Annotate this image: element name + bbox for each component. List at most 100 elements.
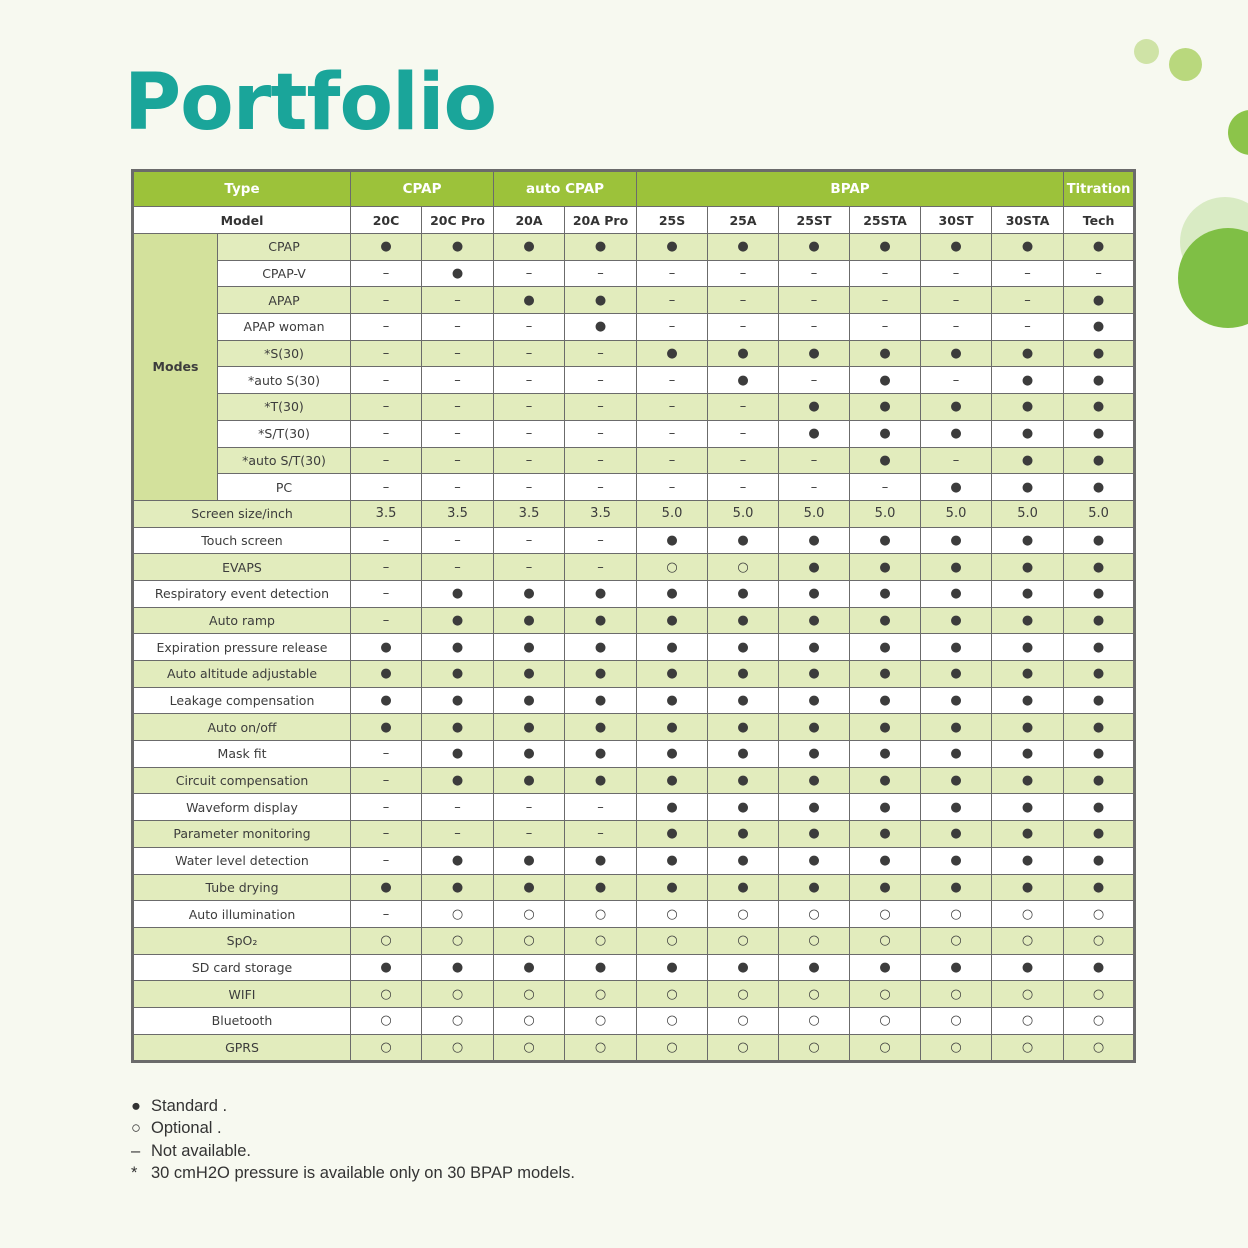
- table-cell: ●: [920, 233, 993, 261]
- group-header: Titration: [1063, 170, 1136, 207]
- table-cell: –: [564, 393, 638, 421]
- feature-name: Leakage compensation: [131, 686, 352, 715]
- table-row: *auto S/T(30) – – – – – – – ● – ● ●: [133, 446, 1136, 475]
- table-row: Auto illumination – ○ ○ ○ ○ ○ ○ ○ ○ ○ ○: [131, 900, 1136, 928]
- table-cell: –: [920, 259, 993, 288]
- table-cell: ●: [636, 713, 709, 742]
- table-cell: –: [493, 366, 566, 395]
- table-cell: ○: [1063, 926, 1136, 955]
- table-row: Circuit compensation – ● ● ● ● ● ● ● ● ● ●: [131, 766, 1136, 795]
- table-cell: –: [564, 419, 638, 448]
- table-cell: ●: [920, 686, 993, 715]
- table-cell: ●: [493, 286, 566, 315]
- table-cell: ●: [920, 953, 993, 982]
- feature-name: Auto illumination: [131, 900, 352, 928]
- model-header: 20A: [493, 206, 566, 234]
- table-cell: ○: [1063, 900, 1136, 928]
- table-cell: ●: [493, 633, 566, 661]
- table-cell: –: [421, 473, 495, 501]
- table-cell: ○: [920, 900, 993, 928]
- table-cell: ●: [849, 846, 922, 875]
- table-cell: ●: [707, 793, 780, 822]
- table-cell: ●: [920, 820, 993, 848]
- table-cell: –: [350, 366, 423, 395]
- table-cell: ○: [1063, 1006, 1136, 1035]
- table-cell: ●: [1063, 713, 1136, 742]
- table-cell: ●: [636, 740, 709, 768]
- table-cell: 5.0: [920, 499, 993, 528]
- table-cell: 5.0: [707, 499, 780, 528]
- table-cell: ●: [493, 740, 566, 768]
- table-cell: ●: [1063, 820, 1136, 848]
- table-cell: ●: [920, 339, 993, 368]
- table-cell: ●: [991, 953, 1065, 982]
- table-cell: ●: [564, 606, 638, 635]
- table-cell: ●: [778, 553, 851, 581]
- table-cell: –: [350, 793, 423, 822]
- table-cell: –: [707, 473, 780, 501]
- feature-name: Respiratory event detection: [131, 579, 352, 608]
- table-cell: ●: [636, 686, 709, 715]
- table-cell: ●: [1063, 313, 1136, 341]
- table-cell: –: [493, 419, 566, 448]
- model-header: 25ST: [778, 206, 851, 234]
- table-cell: ●: [1063, 579, 1136, 608]
- table-cell: –: [636, 446, 709, 475]
- table-cell: ●: [707, 606, 780, 635]
- table-cell: ○: [849, 980, 922, 1008]
- table-cell: ○: [493, 980, 566, 1008]
- model-header: 25A: [707, 206, 780, 234]
- table-cell: –: [350, 259, 423, 288]
- feature-name: Auto ramp: [131, 606, 352, 635]
- table-cell: –: [350, 473, 423, 501]
- table-cell: ○: [421, 1006, 495, 1035]
- table-cell: ●: [707, 686, 780, 715]
- table-cell: ●: [1063, 686, 1136, 715]
- table-cell: ●: [991, 233, 1065, 261]
- table-cell: ●: [1063, 953, 1136, 982]
- table-cell: ●: [1063, 633, 1136, 661]
- table-row: *S/T(30) – – – – – – ● ● ● ● ●: [133, 419, 1136, 448]
- table-cell: ●: [778, 686, 851, 715]
- table-cell: –: [1063, 259, 1136, 288]
- table-cell: ●: [636, 526, 709, 555]
- table-cell: ○: [564, 926, 638, 955]
- portfolio-table: Type CPAP auto CPAP BPAP Titration Model 20C 20…: [131, 169, 1137, 1064]
- table-cell: ●: [849, 393, 922, 421]
- table-row: SD card storage ● ● ● ● ● ● ● ● ● ● ●: [131, 953, 1136, 982]
- legend-item: ● Standard .: [131, 1095, 575, 1117]
- table-cell: –: [564, 473, 638, 501]
- legend-item: – Not available.: [131, 1140, 575, 1162]
- table-cell: –: [350, 553, 423, 581]
- table-cell: –: [707, 446, 780, 475]
- table-cell: ●: [991, 339, 1065, 368]
- table-cell: ○: [991, 926, 1065, 955]
- table-cell: 5.0: [1063, 499, 1136, 528]
- table-row: Water level detection – ● ● ● ● ● ● ● ● ● ●: [131, 846, 1136, 875]
- mode-name: CPAP: [216, 233, 352, 261]
- table-cell: –: [421, 553, 495, 581]
- table-cell: ○: [421, 926, 495, 955]
- table-cell: ●: [991, 820, 1065, 848]
- table-cell: ●: [920, 766, 993, 795]
- table-cell: ●: [1063, 846, 1136, 875]
- table-cell: ●: [636, 873, 709, 902]
- table-cell: 5.0: [849, 499, 922, 528]
- table-cell: –: [421, 286, 495, 315]
- table-row: Leakage compensation ● ● ● ● ● ● ● ● ● ● ●: [131, 686, 1136, 715]
- table-row: SpO₂ ○ ○ ○ ○ ○ ○ ○ ○ ○ ○ ○: [131, 926, 1136, 955]
- table-cell: –: [350, 900, 423, 928]
- table-cell: –: [849, 473, 922, 501]
- feature-name: Auto on/off: [131, 713, 352, 742]
- table-cell: ●: [991, 766, 1065, 795]
- table-cell: ○: [636, 1033, 709, 1063]
- table-cell: ●: [707, 820, 780, 848]
- table-cell: –: [778, 366, 851, 395]
- table-cell: –: [920, 313, 993, 341]
- table-cell: –: [564, 526, 638, 555]
- table-cell: ●: [564, 660, 638, 688]
- table-cell: ○: [991, 1033, 1065, 1063]
- mode-name: *T(30): [216, 393, 352, 421]
- table-cell: ●: [564, 233, 638, 261]
- table-cell: ○: [920, 926, 993, 955]
